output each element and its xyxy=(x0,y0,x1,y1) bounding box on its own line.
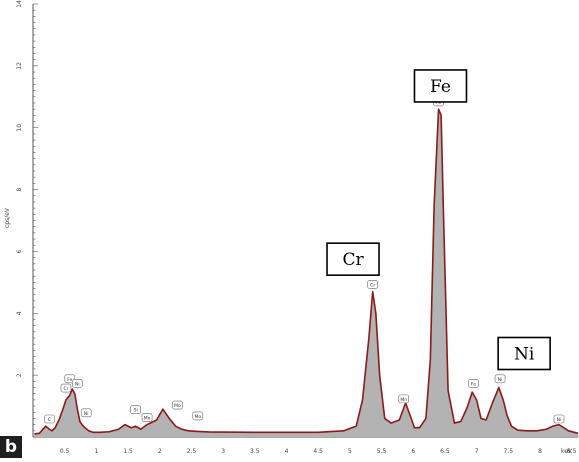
peak-tag-box xyxy=(141,413,153,422)
peak-tag-text: C xyxy=(48,417,51,423)
peak-tag-text: Cr xyxy=(370,282,375,288)
peak-tag-box xyxy=(44,414,55,424)
element-label-cr: Cr xyxy=(326,242,380,276)
spectrum-series xyxy=(34,108,579,438)
element-label-box xyxy=(497,336,551,371)
x-tick-label: 4 xyxy=(285,448,289,455)
spectrum-area xyxy=(34,109,578,438)
peak-tag: Cr xyxy=(367,280,378,289)
peak-tag-text: Mo xyxy=(194,414,201,420)
axes: 2 4 6 8 10 12 14 0.5 1 1.5 2 2.5 3 3.5 4 4.5 5 5.5 6 6.5 7 7.… xyxy=(4,0,579,455)
y-tick-label: 6 xyxy=(16,249,23,253)
y-axis-title: cps/eV xyxy=(4,207,11,228)
peak-tag-box xyxy=(80,408,92,418)
peak-tag: Mo xyxy=(141,413,153,422)
panel-label: b xyxy=(0,436,22,458)
x-tick-label: 3 xyxy=(221,448,225,455)
x-tick-label: 1 xyxy=(94,448,98,455)
peak-tag-box xyxy=(72,379,83,388)
peak-tag: Ni xyxy=(72,379,83,388)
x-tick-label: 6.5 xyxy=(440,448,450,455)
x-tick-label: 7 xyxy=(475,448,479,455)
x-tick-label: 2 xyxy=(158,448,162,455)
peak-tag-box xyxy=(60,383,72,393)
y-tick-label: 12 xyxy=(16,62,23,70)
peak-tag: Mn xyxy=(398,394,410,404)
peak-tag-text: Ni xyxy=(75,381,80,387)
x-tick-label: 8 xyxy=(538,448,542,455)
peak-tag-box xyxy=(172,400,183,410)
x-axis-title: keV xyxy=(561,448,573,455)
peak-tag-text: Cr xyxy=(63,386,68,392)
peak-tag-box xyxy=(468,379,479,388)
x-tick-label: 6 xyxy=(411,448,415,455)
element-label-text: Cr xyxy=(342,250,364,270)
peak-tag: Ni xyxy=(553,414,565,424)
x-tick-label: 1.5 xyxy=(123,448,133,455)
element-label-text: Fe xyxy=(430,77,451,97)
peak-tag-text: Mn xyxy=(400,397,407,403)
peak-tag-text: Fe xyxy=(471,381,476,387)
peak-tag-box xyxy=(553,414,565,424)
element-label-fe: Fe xyxy=(413,69,468,103)
x-tick-label: 0.5 xyxy=(60,448,70,455)
x-tick-label: 2.5 xyxy=(187,448,197,455)
peak-tag-text: Ni xyxy=(498,377,503,383)
peak-tag-text: Si xyxy=(134,408,138,414)
element-label-ni: Ni xyxy=(497,336,551,371)
x-tick-label: 5.5 xyxy=(377,448,387,455)
peak-tag: Mo xyxy=(192,411,204,421)
element-labels: Cr Fe Ni xyxy=(326,69,551,371)
y-tick-label: 14 xyxy=(16,0,23,8)
peak-tag-box xyxy=(398,394,410,404)
peak-tag: Mo xyxy=(172,400,183,410)
peak-tag-box xyxy=(494,374,506,384)
peak-tag-text: Fe xyxy=(67,377,72,383)
y-tick-label: 4 xyxy=(16,311,23,315)
peak-tag-text: Ni xyxy=(557,417,562,423)
element-label-box xyxy=(413,69,468,103)
peak-tag-box xyxy=(367,280,378,289)
element-label-text: Ni xyxy=(514,344,535,364)
peak-tag: Fe xyxy=(468,379,479,388)
x-tick-label: 5 xyxy=(348,448,352,455)
y-tick-label: 10 xyxy=(16,124,23,132)
peak-tag-text: Fe xyxy=(436,100,441,106)
peak-tag: C xyxy=(44,414,55,424)
element-label-box xyxy=(326,242,380,276)
x-tick-label: 4.5 xyxy=(313,448,323,455)
x-tick-label: 7.5 xyxy=(504,448,514,455)
peak-tag-text: Mo xyxy=(144,415,151,421)
peak-tag: Ni xyxy=(80,408,92,418)
y-tick-label: 2 xyxy=(16,373,23,377)
peak-tag-box xyxy=(192,411,204,421)
spectrum-line xyxy=(34,108,579,435)
peak-tag-text: Ni xyxy=(84,411,89,417)
x-tick-label: 8.5 xyxy=(567,448,577,455)
peak-tag-box xyxy=(130,405,141,415)
y-tick-label: 8 xyxy=(16,187,23,191)
peak-tag: Si xyxy=(130,405,141,415)
peak-tag: Cr xyxy=(60,383,72,393)
peak-tag-text: Mo xyxy=(174,403,181,409)
peak-tag: Ni xyxy=(494,374,506,384)
x-tick-label: 3.5 xyxy=(250,448,260,455)
